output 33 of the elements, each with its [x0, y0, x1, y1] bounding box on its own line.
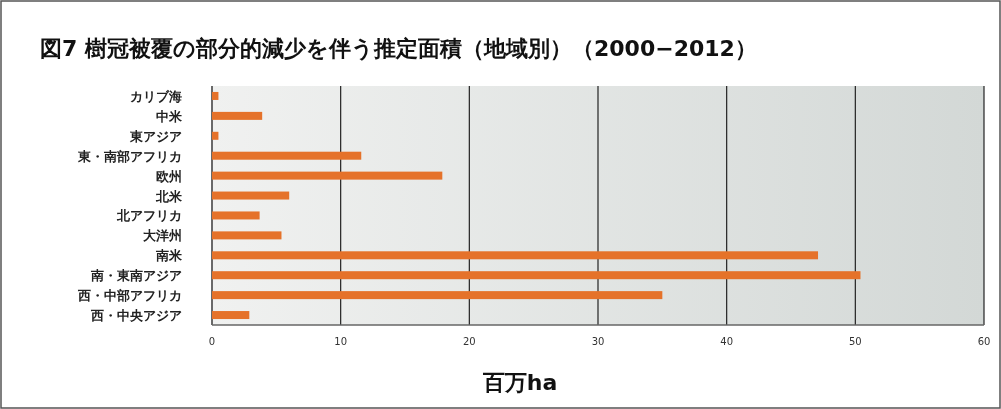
y-tick-label: 東・南部アフリカ — [77, 148, 182, 164]
x-tick-label: 50 — [848, 336, 862, 347]
chart-title: 図7 樹冠被覆の部分的減少を伴う推定面積（地域別）（2000−2012） — [40, 36, 757, 61]
bar — [212, 171, 443, 180]
bar — [212, 91, 219, 100]
bar — [212, 271, 861, 280]
x-tick-label: 40 — [720, 336, 734, 347]
bar — [212, 111, 263, 120]
y-tick-label: カリブ海 — [130, 88, 182, 104]
bar — [212, 291, 663, 300]
bar — [212, 131, 219, 140]
y-tick-label: 西・中央アジア — [90, 308, 182, 324]
y-tick-label: 欧州 — [156, 168, 182, 184]
x-tick-label: 60 — [977, 336, 991, 347]
bar — [212, 311, 250, 320]
y-tick-label: 東アジア — [129, 128, 182, 144]
y-tick-label: 西・中部アフリカ — [77, 288, 182, 304]
x-tick-label: 20 — [462, 336, 476, 347]
bar — [212, 211, 260, 220]
y-tick-label: 南・東南アジア — [90, 268, 182, 284]
y-tick-label: 大洋州 — [143, 228, 182, 244]
y-tick-label: 北アフリカ — [116, 208, 182, 224]
y-tick-label: 中米 — [156, 108, 183, 124]
x-tick-label: 30 — [591, 336, 605, 347]
y-tick-label: 北米 — [155, 188, 183, 204]
x-tick-label: 0 — [208, 336, 216, 347]
x-axis-title: 百万ha — [481, 370, 558, 395]
bar — [212, 191, 290, 200]
bar — [212, 231, 282, 240]
bar — [212, 251, 819, 260]
x-tick-label: 10 — [334, 336, 348, 347]
bar — [212, 151, 362, 160]
y-tick-label: 南米 — [155, 248, 183, 264]
